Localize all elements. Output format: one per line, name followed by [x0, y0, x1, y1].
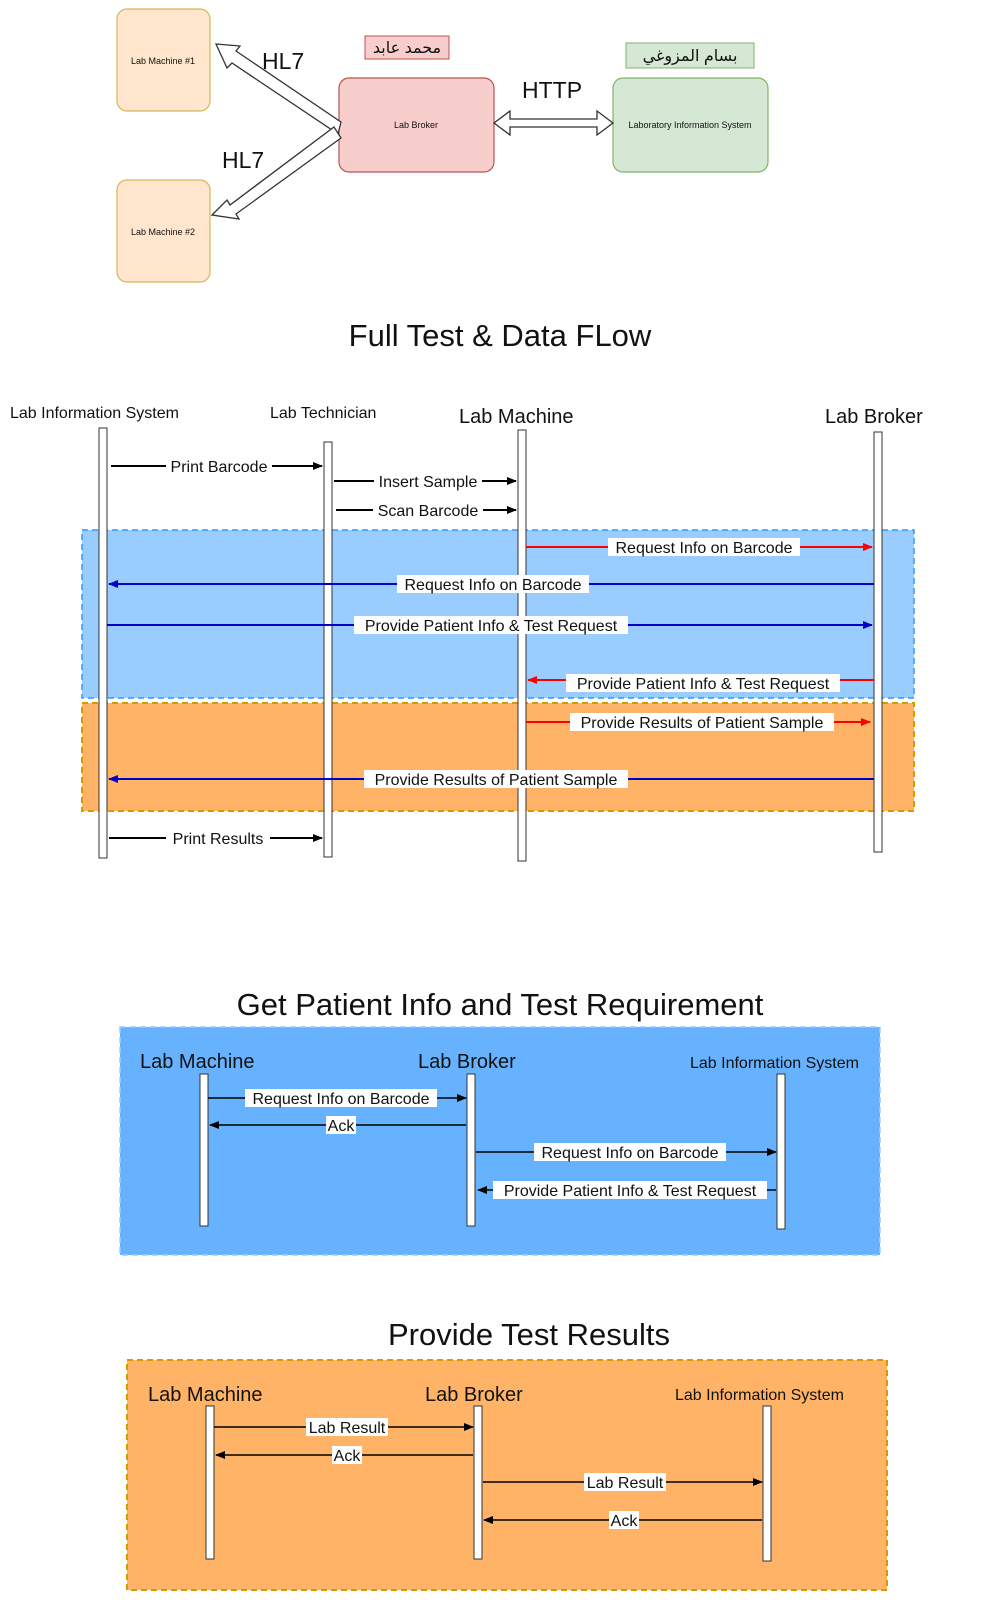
tr-msg-lab-result-to-lis: Lab Result [483, 1473, 763, 1492]
pi-msg-ack: Ack [209, 1116, 466, 1135]
lis-author-tag-label: بسام المزوغي [643, 48, 738, 66]
http-arrow [492, 109, 615, 137]
tr-lifeline-lis [762, 1405, 772, 1562]
tr-lifeline-lab-broker [473, 1405, 483, 1560]
patient-info-title: Get Patient Info and Test Requirement [237, 987, 764, 1022]
actor-lab-broker: Lab Broker [825, 406, 923, 428]
test-results-region [126, 1359, 888, 1591]
hl7-arrow-top [214, 43, 342, 136]
tr-msg-ack: Ack [215, 1446, 473, 1465]
tr-lifeline-lab-machine [205, 1405, 215, 1560]
msg-insert-sample: Insert Sample [334, 472, 517, 491]
msg-patient-info-broker-to-machine-label: Provide Patient Info & Test Request [577, 676, 830, 693]
test-results-title: Provide Test Results [388, 1317, 670, 1352]
patient-info-section: Get Patient Info and Test Requirement La… [119, 987, 881, 1256]
tr-actor-lab-machine: Lab Machine [148, 1384, 263, 1406]
pi-lifeline-lab-broker [466, 1073, 476, 1227]
lab-machine-2-label: Lab Machine #2 [131, 227, 195, 237]
broker-author-tag-label: محمد عابد [373, 40, 441, 57]
results-region [81, 702, 915, 812]
pi-msg-request-info: Request Info on Barcode [208, 1089, 467, 1108]
msg-request-info-broker-to-lis: Request Info on Barcode [108, 575, 874, 594]
msg-patient-info-lis-to-broker-label: Provide Patient Info & Test Request [365, 618, 618, 635]
tr-msg-ack-from-lis-label: Ack [611, 1513, 639, 1530]
pi-actor-lis: Lab Information System [690, 1055, 859, 1072]
msg-print-results: Print Results [109, 829, 323, 848]
msg-scan-barcode-label: Scan Barcode [378, 503, 479, 520]
lifeline-lab-machine [517, 429, 527, 862]
tr-msg-lab-result: Lab Result [214, 1418, 474, 1437]
full-flow-title: Full Test & Data FLow [349, 318, 652, 353]
full-flow-section: Full Test & Data FLow Lab Information Sy… [10, 318, 923, 862]
pi-msg-patient-info: Provide Patient Info & Test Request [477, 1181, 776, 1200]
patient-info-region [119, 1026, 881, 1256]
msg-results-broker-to-lis-label: Provide Results of Patient Sample [375, 772, 618, 789]
pi-msg-request-info-to-lis: Request Info on Barcode [476, 1143, 777, 1162]
pi-msg-request-info-label: Request Info on Barcode [252, 1091, 429, 1108]
lis-box [612, 77, 769, 173]
msg-patient-info-lis-to-broker: Provide Patient Info & Test Request [107, 616, 873, 635]
hl7-top-label: HL7 [262, 48, 304, 74]
msg-patient-info-broker-to-machine: Provide Patient Info & Test Request [527, 674, 874, 693]
msg-results-broker-to-lis: Provide Results of Patient Sample [108, 770, 874, 789]
hl7-arrow-bottom [210, 126, 342, 220]
actor-lis: Lab Information System [10, 405, 179, 422]
lifeline-lab-broker [873, 431, 883, 853]
tr-actor-lab-broker: Lab Broker [425, 1384, 523, 1406]
msg-results-machine-to-broker: Provide Results of Patient Sample [526, 713, 871, 732]
pi-msg-request-info-to-lis-label: Request Info on Barcode [541, 1145, 718, 1162]
tr-msg-ack-from-lis: Ack [483, 1511, 762, 1530]
msg-insert-sample-label: Insert Sample [379, 474, 478, 491]
msg-print-barcode-label: Print Barcode [171, 459, 268, 476]
pi-actor-lab-machine: Lab Machine [140, 1051, 255, 1073]
tr-msg-ack-label: Ack [334, 1448, 362, 1465]
tr-msg-lab-result-label: Lab Result [309, 1420, 386, 1437]
lis-author-tag [625, 42, 755, 69]
test-results-section: Provide Test Results Lab Machine Lab Bro… [126, 1317, 888, 1591]
msg-request-info-machine-to-broker-label: Request Info on Barcode [615, 540, 792, 557]
architecture-section: Lab Machine #1 Lab Machine #2 Lab Broker… [116, 8, 769, 283]
http-label: HTTP [522, 77, 582, 103]
actor-lab-machine: Lab Machine [459, 406, 574, 428]
lifeline-technician [323, 441, 333, 858]
hl7-bottom-label: HL7 [222, 147, 264, 173]
lab-broker-label: Lab Broker [394, 120, 438, 130]
msg-request-info-machine-to-broker: Request Info on Barcode [526, 538, 873, 557]
lab-machine-1-label: Lab Machine #1 [131, 56, 195, 66]
lis-label: Laboratory Information System [628, 120, 751, 130]
pi-actor-lab-broker: Lab Broker [418, 1051, 516, 1073]
pi-lifeline-lab-machine [199, 1073, 209, 1227]
msg-scan-barcode: Scan Barcode [336, 501, 517, 520]
lab-machine-1-box [116, 8, 211, 112]
tr-actor-lis: Lab Information System [675, 1387, 844, 1404]
msg-request-info-broker-to-lis-label: Request Info on Barcode [404, 577, 581, 594]
broker-author-tag [364, 35, 450, 60]
tr-msg-lab-result-to-lis-label: Lab Result [587, 1475, 664, 1492]
msg-results-machine-to-broker-label: Provide Results of Patient Sample [581, 715, 824, 732]
pi-msg-ack-label: Ack [328, 1118, 356, 1135]
request-info-region [81, 529, 915, 699]
actor-technician: Lab Technician [270, 405, 376, 422]
lab-machine-2-box [116, 179, 211, 283]
msg-print-barcode: Print Barcode [111, 457, 323, 476]
pi-msg-patient-info-label: Provide Patient Info & Test Request [504, 1183, 757, 1200]
lifeline-lis [98, 427, 108, 859]
msg-print-results-label: Print Results [173, 831, 264, 848]
pi-lifeline-lis [776, 1073, 786, 1230]
